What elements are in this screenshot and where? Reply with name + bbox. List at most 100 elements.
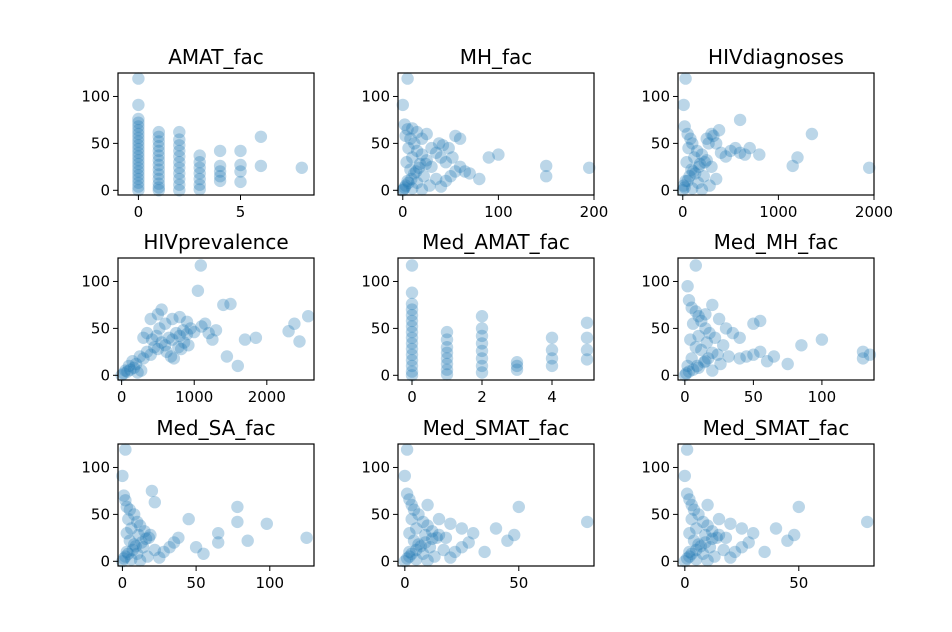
data-point: [687, 165, 700, 178]
axes-frame: [397, 257, 595, 381]
data-point: [795, 339, 808, 352]
data-point: [706, 346, 719, 359]
data-point: [719, 322, 733, 335]
data-point: [166, 333, 179, 346]
data-point: [685, 163, 698, 176]
data-point: [128, 538, 141, 551]
data-point: [439, 174, 452, 188]
data-point: [396, 98, 409, 112]
data-point: [120, 545, 133, 559]
data-point: [436, 139, 450, 152]
data-point: [406, 182, 419, 195]
data-point: [692, 508, 705, 521]
data-point: [282, 325, 295, 338]
data-point: [449, 165, 462, 178]
subplot-title: Med_MH_fac: [714, 230, 839, 254]
data-point: [125, 522, 138, 535]
data-point: [413, 157, 427, 171]
data-point: [686, 137, 699, 150]
data-point: [153, 551, 166, 564]
data-point: [119, 494, 132, 507]
data-point: [410, 553, 423, 566]
data-point: [132, 161, 145, 174]
data-point: [733, 352, 746, 365]
data-point: [439, 531, 453, 544]
data-point: [182, 339, 195, 352]
data-point: [695, 148, 709, 161]
data-point: [153, 322, 166, 335]
data-point: [400, 552, 414, 565]
data-point: [699, 308, 712, 321]
data-point: [412, 508, 425, 521]
x-tick-label: 50: [509, 574, 528, 592]
data-point: [213, 144, 227, 158]
x-tick-label: 200: [580, 203, 609, 221]
data-point: [173, 329, 186, 343]
y-tick-label: 0: [100, 181, 110, 199]
data-point: [781, 357, 794, 371]
subplot-title: Med_SMAT_fac: [423, 416, 570, 440]
data-point: [132, 157, 145, 171]
data-point: [689, 341, 702, 354]
data-point: [699, 322, 712, 335]
data-point: [449, 129, 462, 143]
data-point: [175, 342, 188, 356]
data-point: [815, 333, 829, 346]
data-point: [678, 369, 692, 382]
data-point: [132, 72, 145, 85]
data-point: [710, 172, 723, 186]
data-points: [676, 72, 876, 197]
data-point: [475, 366, 489, 379]
y-tick-label: 100: [81, 272, 110, 290]
subplot-7: Med_SA_fac 0 50 100 0 50 100: [81, 416, 315, 592]
data-point: [706, 525, 719, 538]
data-point: [735, 541, 748, 554]
data-point: [419, 528, 432, 542]
data-point: [132, 112, 145, 126]
data-point: [405, 172, 418, 186]
data-point: [132, 180, 145, 193]
subplot-title: AMAT_fac: [168, 45, 264, 69]
data-point: [440, 363, 454, 376]
data-point: [172, 341, 185, 354]
data-point: [132, 116, 145, 129]
data-point: [679, 72, 692, 85]
data-point: [769, 522, 783, 535]
data-point: [690, 543, 703, 557]
data-point: [127, 361, 141, 374]
y-tick-label: 100: [641, 458, 670, 476]
data-point: [404, 132, 417, 145]
data-point: [224, 297, 237, 311]
data-point: [692, 361, 705, 374]
y-tick-label: 0: [660, 181, 670, 199]
data-point: [234, 158, 247, 172]
data-point: [702, 137, 715, 150]
data-point: [680, 552, 694, 565]
data-point: [681, 174, 694, 188]
data-point: [132, 142, 145, 156]
data-point: [129, 357, 143, 371]
data-point: [714, 146, 728, 159]
data-point: [685, 498, 698, 512]
data-point: [217, 298, 230, 312]
data-point: [402, 141, 415, 155]
data-point: [206, 333, 219, 346]
data-point: [132, 154, 145, 167]
data-point: [164, 350, 178, 363]
data-point: [193, 156, 206, 169]
data-point: [131, 515, 144, 529]
data-point: [122, 512, 135, 526]
data-point: [540, 170, 553, 183]
data-point: [410, 176, 424, 189]
data-point: [695, 343, 708, 357]
data-point: [300, 531, 313, 544]
data-point: [133, 350, 146, 363]
data-points: [116, 443, 313, 568]
x-tick-label: 100: [484, 203, 513, 221]
data-point: [184, 322, 197, 335]
data-point: [717, 543, 730, 557]
data-point: [430, 172, 443, 186]
data-point: [141, 550, 154, 563]
data-point: [417, 170, 430, 183]
data-point: [403, 545, 416, 559]
